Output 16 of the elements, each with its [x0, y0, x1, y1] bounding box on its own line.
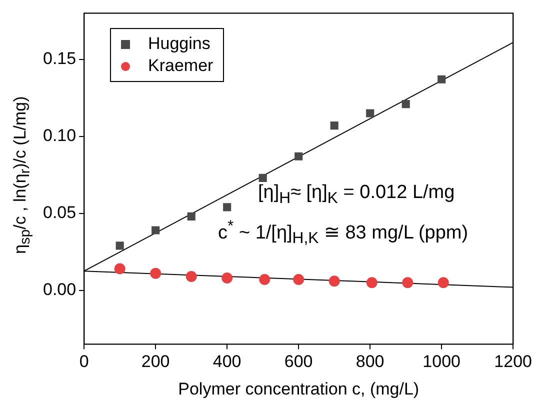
x-tick-label: 0 — [79, 352, 89, 372]
x-tick-label: 200 — [141, 352, 170, 372]
x-tick-label: 1200 — [494, 352, 532, 372]
legend-label: Kraemer — [148, 55, 214, 77]
x-tick-label: 400 — [212, 352, 242, 372]
x-tick-label: 1000 — [422, 352, 461, 372]
x-axis-title: Polymer concentration c, (mg/L) — [178, 379, 420, 398]
annotation: c$^{*}$ ~ 1/[η]$_{H,K}$ ≅ 83 mg/L (ppm) — [218, 218, 468, 248]
annotation: [η]$_{H}$≈ [η]$_{K}$ = 0.012 L/mg — [258, 182, 455, 208]
y-tick-label: 0.00 — [42, 280, 76, 300]
y-tick-label: 0.05 — [42, 203, 76, 222]
y-tick-label: 0.10 — [42, 126, 76, 146]
y-tick-label: 0.15 — [42, 49, 76, 68]
x-tick-label: 800 — [356, 352, 384, 372]
x-tick-label: 600 — [284, 352, 313, 372]
legend-label: Huggins — [148, 33, 210, 55]
